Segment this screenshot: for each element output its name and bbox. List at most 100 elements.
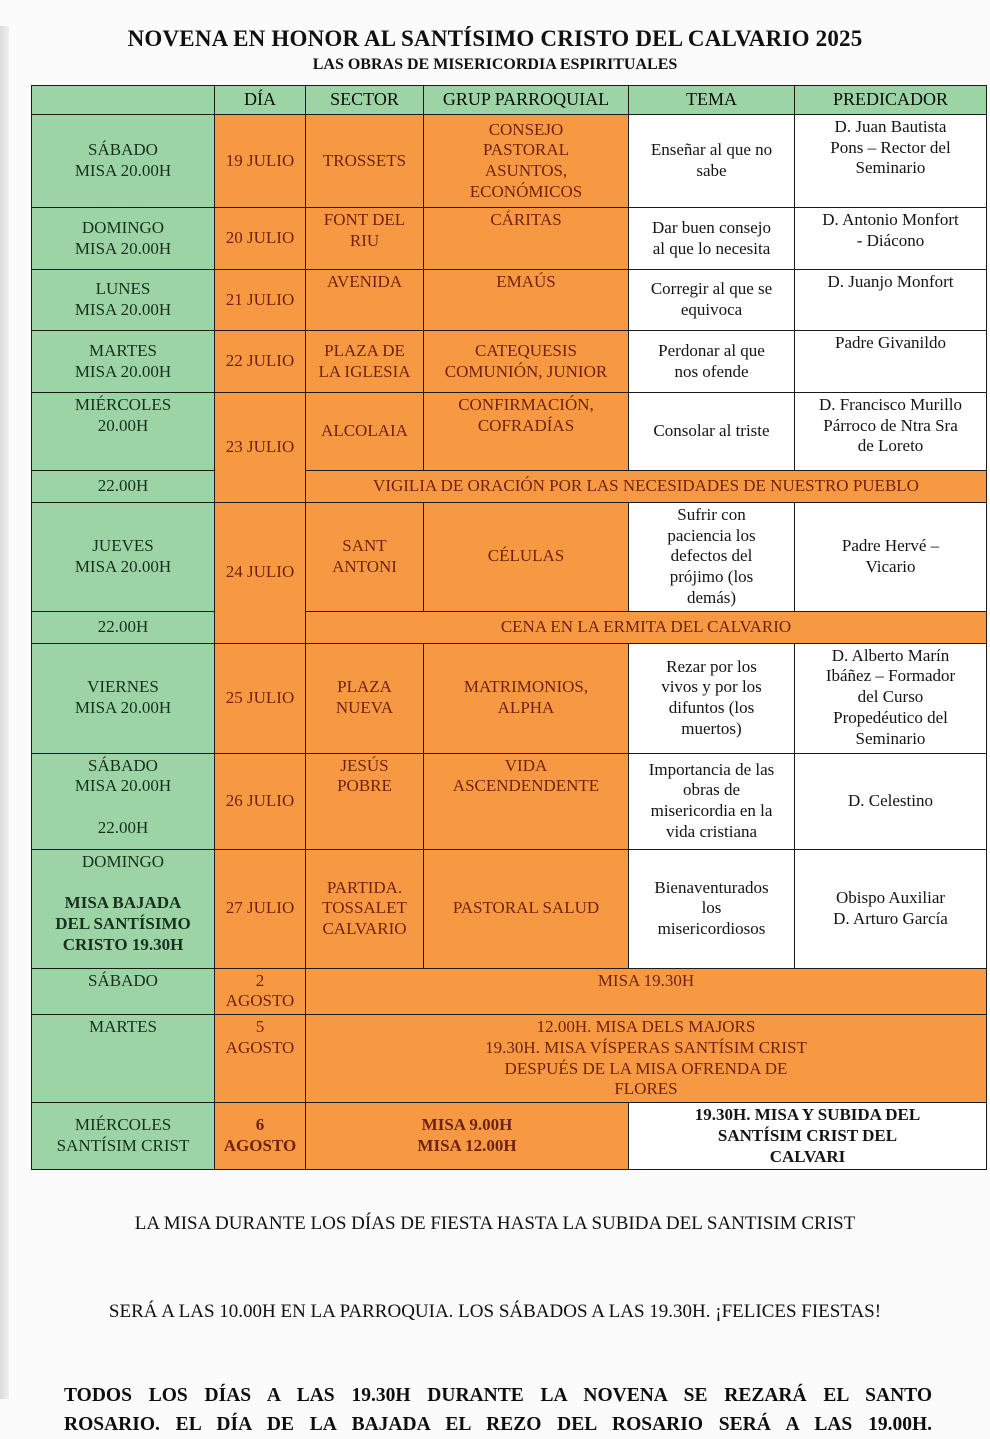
page-title: NOVENA EN HONOR AL SANTÍSIMO CRISTO DEL …	[127, 26, 863, 51]
schedule-cell: PASTORAL SALUD	[423, 848, 629, 969]
schedule-table-body: DÍA SECTOR GRUP PARROQUIAL TEMA PREDICADOR SÁ…	[31, 85, 987, 1171]
schedule-cell: 26 JULIO	[214, 752, 306, 850]
schedule-cell: CONSEJO PASTORAL ASUNTOS, ECONÓMICOS	[423, 114, 629, 208]
schedule-cell: 22 JULIO	[214, 330, 306, 393]
schedule-row: 22.00H VIGILIA DE ORACIÓN POR LAS NECESID…	[31, 470, 987, 503]
schedule-cell: PARTIDA. TOSSALET CALVARIO	[305, 848, 424, 969]
schedule-cell: DOMINGO MISA BAJADA DEL SANTÍSIMO CRISTO …	[31, 848, 215, 969]
rosario-note-line2: ROSARIO. EL DÍA DE LA BAJADA EL REZO DEL…	[64, 1413, 932, 1435]
fiesta-mass-note: LA MISA DURANTE LOS DÍAS DE FIESTA HASTA…	[50, 1179, 940, 1326]
schedule-cell: MATRIMONIOS, ALPHA	[423, 642, 629, 754]
schedule-cell: D. Alberto Marín Ibáñez – Formador del C…	[794, 642, 987, 754]
schedule-cell: VIERNES MISA 20.00H	[31, 642, 215, 754]
header-cell: TEMA	[628, 85, 795, 115]
schedule-cell: SANT ANTONI	[305, 502, 424, 612]
schedule-cell: 19.30H. MISA Y SUBIDA DEL SANTÍSIM CRIST…	[628, 1102, 987, 1171]
header-cell	[31, 85, 215, 115]
schedule-cell: 6 AGOSTO	[214, 1102, 306, 1171]
header-cell: DÍA	[214, 85, 306, 115]
schedule-cell: Rezar por los vivos y por los difuntos (…	[628, 642, 795, 754]
schedule-header-row: DÍA SECTOR GRUP PARROQUIAL TEMA PREDICADOR	[31, 85, 987, 115]
schedule-row: MARTES MISA 20.00H 22 JULIO PLAZA DE LA IG…	[31, 330, 987, 393]
schedule-cell: ALCOLAIA	[305, 392, 424, 471]
schedule-cell: D. Juanjo Monfort	[794, 269, 987, 331]
schedule-cell: SÁBADO MISA 20.00H 22.00H	[31, 752, 215, 850]
fiesta-mass-note-line1: LA MISA DURANTE LOS DÍAS DE FIESTA HASTA…	[134, 1212, 856, 1234]
schedule-cell: JESÚS POBRE	[305, 752, 424, 850]
schedule-row: LUNES MISA 20.00H 21 JULIO AVENIDA EMAÚS Cor…	[31, 269, 987, 331]
schedule-row: VIERNES MISA 20.00H 25 JULIO PLAZA NUEVA MA…	[31, 642, 987, 754]
schedule-cell-text: DOMINGO	[81, 851, 165, 871]
page-edge-shadow	[0, 26, 9, 1399]
schedule-cell: PLAZA NUEVA	[305, 642, 424, 754]
schedule-cell: Sufrir con paciencia los defectos del pr…	[628, 502, 795, 612]
schedule-cell: DOMINGO MISA 20.00H	[31, 207, 215, 270]
rosario-note: TODOS LOS DÍAS A LAS 19.30H DURANTE LA N…	[64, 1382, 932, 1439]
schedule-cell: D. Juan Bautista Pons – Rector del Semin…	[794, 114, 987, 208]
schedule-cell: 2 AGOSTO	[214, 967, 306, 1016]
schedule-cell: 23 JULIO	[214, 392, 306, 503]
schedule-cell: LUNES MISA 20.00H	[31, 269, 215, 331]
schedule-cell: VIDA ASCENDENDENTE	[423, 752, 629, 850]
schedule-cell: PLAZA DE LA IGLESIA	[305, 330, 424, 393]
schedule-cell: Bienaventurados los misericordiosos	[628, 848, 795, 969]
schedule-cell: MARTES MISA 20.00H	[31, 330, 215, 393]
schedule-cell: Consolar al triste	[628, 392, 795, 471]
schedule-cell: CÁRITAS	[423, 207, 629, 270]
schedule-cell: EMAÚS	[423, 269, 629, 331]
header-cell: GRUP PARROQUIAL	[423, 85, 629, 115]
schedule-cell: 27 JULIO	[214, 848, 306, 969]
rosario-note-line1: TODOS LOS DÍAS A LAS 19.30H DURANTE LA N…	[64, 1385, 932, 1407]
schedule-cell: FONT DEL RIU	[305, 207, 424, 270]
schedule-cell: MIÉRCOLES SANTÍSIM CRIST	[31, 1102, 215, 1171]
schedule-cell: 20 JULIO	[214, 207, 306, 270]
schedule-cell: MIÉRCOLES 20.00H	[31, 392, 215, 471]
schedule-row: MARTES 5 AGOSTO 12.00H. MISA DELS MAJORS 1…	[31, 1014, 987, 1104]
schedule-row: DOMINGO MISA 20.00H 20 JULIO FONT DEL RIU C…	[31, 207, 987, 270]
schedule-cell: Corregir al que se equivoca	[628, 269, 795, 331]
schedule-cell: Padre Hervé – Vicario	[794, 502, 987, 612]
schedule-cell: D. Antonio Monfort - Diácono	[794, 207, 987, 270]
schedule-cell: Obispo Auxiliar D. Arturo García	[794, 848, 987, 969]
header-cell: SECTOR	[305, 85, 424, 115]
schedule-cell: CÉLULAS	[423, 502, 629, 612]
schedule-cell: CATEQUESIS COMUNIÓN, JUNIOR	[423, 330, 629, 393]
schedule-cell: AVENIDA	[305, 269, 424, 331]
schedule-cell: MARTES	[31, 1014, 215, 1104]
schedule-cell: 21 JULIO	[214, 269, 306, 331]
schedule-cell: Enseñar al que no sabe	[628, 114, 795, 208]
schedule-cell: 5 AGOSTO	[214, 1014, 306, 1104]
schedule-cell: Padre Givanildo	[794, 330, 987, 393]
schedule-cell: D. Celestino	[794, 752, 987, 850]
schedule-cell: 25 JULIO	[214, 642, 306, 754]
schedule-row: SÁBADO MISA 20.00H 22.00H 26 JULIO JESÚS P…	[31, 752, 987, 850]
fiesta-mass-note-line2: SERÁ A LAS 10.00H EN LA PARROQUIA. LOS S…	[108, 1301, 882, 1323]
schedule-row: MIÉRCOLES 20.00H 23 JULIO ALCOLAIA CONFIRMA…	[31, 392, 987, 503]
schedule-row: SÁBADO 2 AGOSTO MISA 19.30H	[31, 967, 987, 1016]
schedule-cell: 12.00H. MISA DELS MAJORS 19.30H. MISA VÍ…	[305, 1014, 987, 1104]
schedule-cell: Perdonar al que nos ofende	[628, 330, 795, 393]
schedule-cell: 22.00H	[31, 470, 215, 503]
header-cell: PREDICADOR	[794, 85, 987, 115]
schedule-cell: 22.00H	[31, 610, 215, 644]
schedule-cell: SÁBADO	[31, 967, 215, 1016]
schedule-cell-text: MISA BAJADA DEL SANTÍSIMO CRISTO 19.30H	[55, 893, 191, 954]
schedule-table: DÍA SECTOR GRUP PARROQUIAL TEMA PREDICADOR SÁ…	[31, 85, 987, 1171]
schedule-cell: D. Francisco Murillo Párroco de Ntra Sra…	[794, 392, 987, 471]
schedule-cell: TROSSETS	[305, 114, 424, 208]
schedule-row: SÁBADO MISA 20.00H 19 JULIO TROSSETS CONSEJ…	[31, 114, 987, 208]
schedule-cell: Dar buen consejo al que lo necesita	[628, 207, 795, 270]
schedule-cell: 24 JULIO	[214, 502, 306, 644]
schedule-cell: 19 JULIO	[214, 114, 306, 208]
schedule-row: DOMINGO MISA BAJADA DEL SANTÍSIMO CRISTO …	[31, 848, 987, 969]
schedule-cell: SÁBADO MISA 20.00H	[31, 114, 215, 208]
schedule-cell: MISA 19.30H	[305, 967, 987, 1016]
schedule-cell: VIGILIA DE ORACIÓN POR LAS NECESIDADES D…	[305, 470, 987, 503]
schedule-cell: CONFIRMACIÓN, COFRADÍAS	[423, 392, 629, 471]
schedule-row: 22.00H CENA EN LA ERMITA DEL CALVARIO	[31, 610, 987, 644]
page-subtitle: LAS OBRAS DE MISERICORDIA ESPIRITUALES	[312, 56, 678, 73]
schedule-row: JUEVES MISA 20.00H 24 JULIO SANT ANTONI CÉL…	[31, 502, 987, 644]
schedule-row: MIÉRCOLES SANTÍSIM CRIST 6 AGOSTO MISA 9.0…	[31, 1102, 987, 1171]
schedule-cell: MISA 9.00H MISA 12.00H	[305, 1102, 629, 1171]
schedule-cell: CENA EN LA ERMITA DEL CALVARIO	[305, 610, 987, 644]
